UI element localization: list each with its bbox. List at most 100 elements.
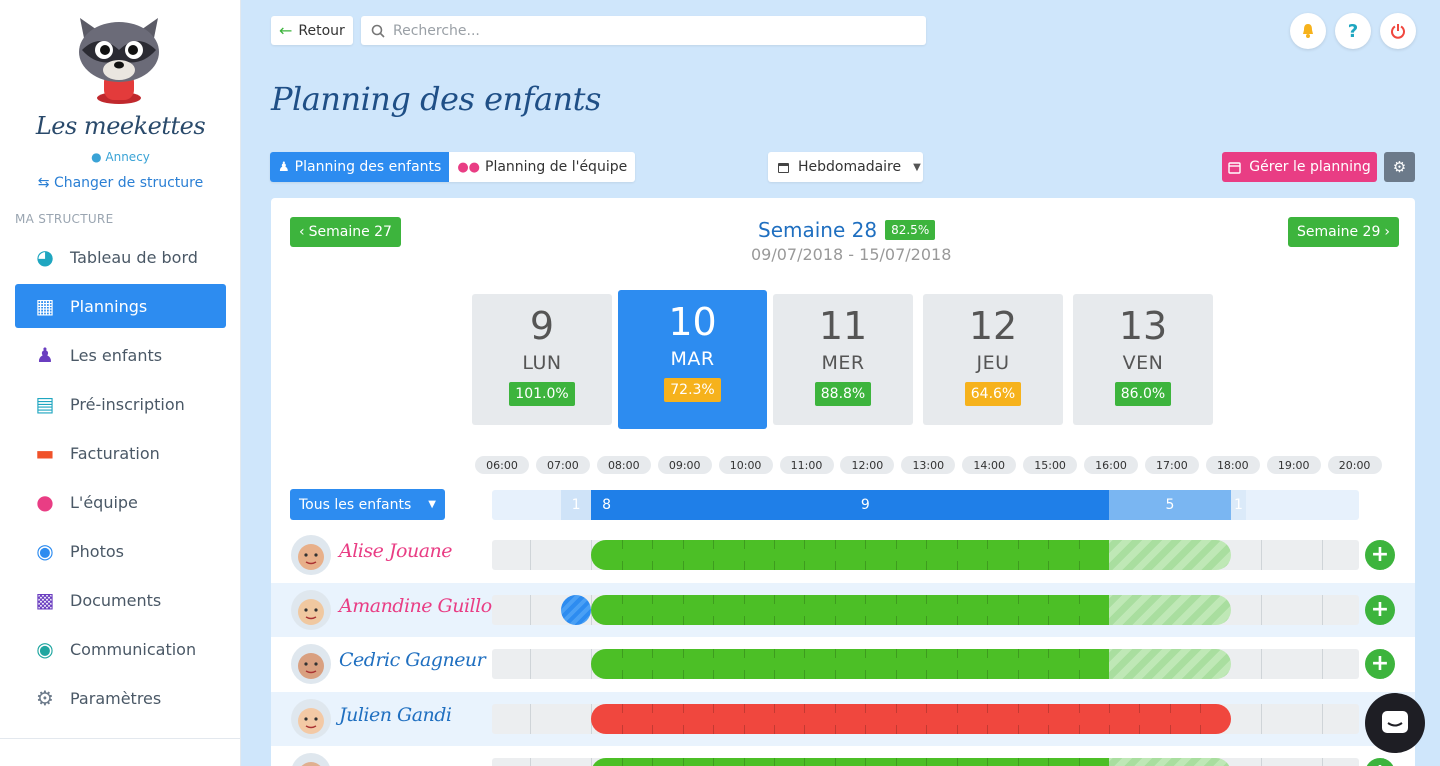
map-pin-icon: ●: [91, 150, 102, 164]
presence-bar[interactable]: [591, 758, 1109, 766]
city-label: ● Annecy: [91, 150, 150, 164]
hour-label: 11:00: [779, 456, 834, 474]
hour-label: 09:00: [657, 456, 712, 474]
add-presence-button[interactable]: +: [1365, 758, 1395, 766]
child-name[interactable]: Cedric Gagneur: [339, 649, 486, 671]
day-rate-badge: 86.0%: [1114, 382, 1172, 406]
tab-children-planning[interactable]: ♟ Planning des enfants: [270, 152, 450, 182]
arrow-left-icon: ←: [279, 21, 293, 40]
hour-tick: [1321, 758, 1323, 766]
planned-presence-bar[interactable]: [1094, 758, 1231, 766]
planned-presence-bar[interactable]: [1094, 540, 1231, 570]
manage-planning-button[interactable]: Gérer le planning: [1222, 152, 1377, 182]
chat-button[interactable]: [1365, 693, 1425, 753]
hour-tick: [1321, 649, 1323, 679]
next-week-button[interactable]: Semaine 29 ›: [1288, 217, 1399, 247]
sidebar-item-8[interactable]: ◉ Communication: [15, 627, 226, 671]
sidebar-nav: ◕ Tableau de bord ▦ Plannings ♟ Les enfants ▤ P…: [15, 235, 226, 725]
child-name[interactable]: Alise Jouane: [339, 540, 453, 562]
hour-tick: [1321, 540, 1323, 570]
sidebar-item-9[interactable]: ⚙ Paramètres: [15, 676, 226, 720]
caret-down-icon: ▼: [428, 499, 436, 510]
child-icon: ♟: [36, 343, 54, 367]
view-mode-select[interactable]: Hebdomadaire ▼: [768, 152, 923, 182]
sidebar-item-6[interactable]: ◉ Photos: [15, 529, 226, 573]
early-arrival-marker[interactable]: [560, 594, 591, 625]
planned-presence-bar[interactable]: [1094, 649, 1231, 679]
day-card[interactable]: 9 LUN 101.0%: [472, 294, 612, 425]
hour-tick: [530, 758, 531, 766]
documents-icon: ▩: [35, 588, 55, 612]
prev-week-button[interactable]: ‹ Semaine 27: [290, 217, 401, 247]
users-icon: ●●: [457, 159, 480, 175]
presence-bar[interactable]: [591, 540, 1109, 570]
hour-tick: [530, 540, 531, 570]
users-icon: ●: [36, 490, 54, 514]
child-row: Cedric Gagneur +: [271, 637, 1415, 691]
sidebar-divider: [0, 738, 241, 739]
plus-icon: +: [1370, 542, 1390, 567]
avatar: [291, 698, 331, 739]
sidebar-item-0[interactable]: ◕ Tableau de bord: [15, 235, 226, 279]
hour-tick: [530, 649, 531, 679]
brand-name: Les meekettes: [35, 112, 206, 140]
timeline-track: [492, 649, 1384, 679]
gear-icon: ⚙: [1392, 158, 1407, 176]
chevron-left-icon: ‹: [299, 224, 305, 240]
hour-tick: [530, 703, 531, 734]
child-name[interactable]: Amandine Guillot: [339, 594, 499, 617]
planned-presence-bar[interactable]: [1094, 594, 1231, 625]
day-card[interactable]: 12 JEU 64.6%: [923, 294, 1063, 425]
power-icon: [1391, 24, 1405, 39]
sidebar-item-2[interactable]: ♟ Les enfants: [15, 333, 226, 377]
tab-team-planning[interactable]: ●● Planning de l'équipe: [449, 152, 636, 182]
occupancy-segment: 1: [560, 490, 592, 520]
hour-tick: [1321, 594, 1323, 625]
sidebar-item-label: Communication: [70, 639, 197, 659]
day-name: MAR: [670, 348, 715, 370]
change-structure-link[interactable]: ⇆ Changer de structure: [37, 175, 204, 191]
sidebar-item-5[interactable]: ● L'équipe: [15, 480, 226, 524]
week-rate-badge: 82.5%: [885, 220, 936, 240]
hour-tick: [1260, 703, 1262, 734]
sidebar-item-4[interactable]: ▬ Facturation: [15, 431, 226, 475]
add-presence-button[interactable]: +: [1365, 649, 1395, 679]
child-name[interactable]: Julien Gandi: [339, 703, 452, 726]
occupancy-segment: 8: [591, 490, 622, 520]
presence-bar[interactable]: [591, 649, 1109, 679]
children-filter-select[interactable]: Tous les enfants ▼: [290, 489, 445, 520]
sidebar-item-1[interactable]: ▦ Plannings: [15, 284, 226, 328]
sidebar-item-label: Pré-inscription: [70, 394, 185, 414]
notifications-button[interactable]: [1290, 13, 1326, 49]
settings-button[interactable]: ⚙: [1384, 152, 1415, 182]
day-name: LUN: [522, 352, 562, 374]
day-name: MER: [821, 352, 865, 374]
file-icon: ▤: [35, 392, 55, 416]
presence-bar[interactable]: [591, 594, 1109, 625]
help-button[interactable]: ?: [1335, 13, 1371, 49]
day-number: 12: [968, 304, 1018, 348]
day-card[interactable]: 11 MER 88.8%: [773, 294, 913, 425]
sidebar-item-7[interactable]: ▩ Documents: [15, 578, 226, 622]
hour-label: 20:00: [1327, 456, 1382, 474]
logout-button[interactable]: [1380, 13, 1416, 49]
back-button[interactable]: ← Retour: [271, 16, 353, 45]
sidebar-item-3[interactable]: ▤ Pré-inscription: [15, 382, 226, 426]
hour-label: 06:00: [475, 456, 529, 474]
presence-bar[interactable]: [591, 703, 1231, 734]
day-number: 11: [818, 304, 868, 348]
timeline-track: [492, 758, 1384, 766]
search-input[interactable]: [393, 22, 893, 39]
hour-label: 18:00: [1205, 456, 1260, 474]
day-number: 10: [668, 300, 717, 344]
sidebar-item-label: L'équipe: [70, 492, 138, 512]
hour-tick: [1260, 649, 1262, 679]
day-card[interactable]: 13 VEN 86.0%: [1073, 294, 1213, 425]
chat-icon: [1382, 711, 1408, 733]
sidebar-item-label: Documents: [70, 590, 162, 610]
add-presence-button[interactable]: +: [1365, 594, 1395, 625]
search-icon: [371, 24, 385, 38]
add-presence-button[interactable]: +: [1365, 540, 1395, 570]
day-card[interactable]: 10 MAR 72.3%: [618, 290, 767, 429]
hour-tick: [590, 758, 592, 766]
